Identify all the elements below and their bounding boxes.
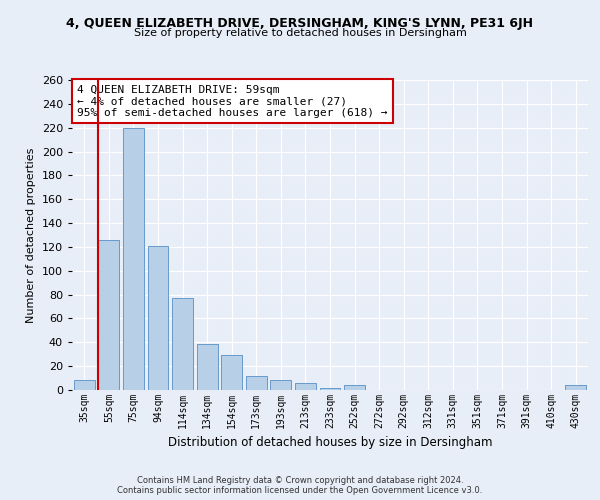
Bar: [148, 246, 169, 390]
Bar: [98, 240, 119, 390]
Text: Size of property relative to detached houses in Dersingham: Size of property relative to detached ho…: [134, 28, 466, 38]
Bar: [344, 385, 365, 390]
Bar: [172, 298, 193, 390]
Bar: [565, 385, 586, 390]
X-axis label: Distribution of detached houses by size in Dersingham: Distribution of detached houses by size …: [168, 436, 492, 450]
Bar: [271, 380, 292, 390]
Bar: [74, 380, 95, 390]
Bar: [320, 388, 340, 390]
Text: 4 QUEEN ELIZABETH DRIVE: 59sqm
← 4% of detached houses are smaller (27)
95% of s: 4 QUEEN ELIZABETH DRIVE: 59sqm ← 4% of d…: [77, 84, 388, 118]
Bar: [197, 344, 218, 390]
Bar: [221, 356, 242, 390]
Text: Contains HM Land Registry data © Crown copyright and database right 2024.
Contai: Contains HM Land Registry data © Crown c…: [118, 476, 482, 495]
Bar: [295, 383, 316, 390]
Bar: [246, 376, 267, 390]
Text: 4, QUEEN ELIZABETH DRIVE, DERSINGHAM, KING'S LYNN, PE31 6JH: 4, QUEEN ELIZABETH DRIVE, DERSINGHAM, KI…: [67, 18, 533, 30]
Bar: [123, 128, 144, 390]
Y-axis label: Number of detached properties: Number of detached properties: [26, 148, 36, 322]
